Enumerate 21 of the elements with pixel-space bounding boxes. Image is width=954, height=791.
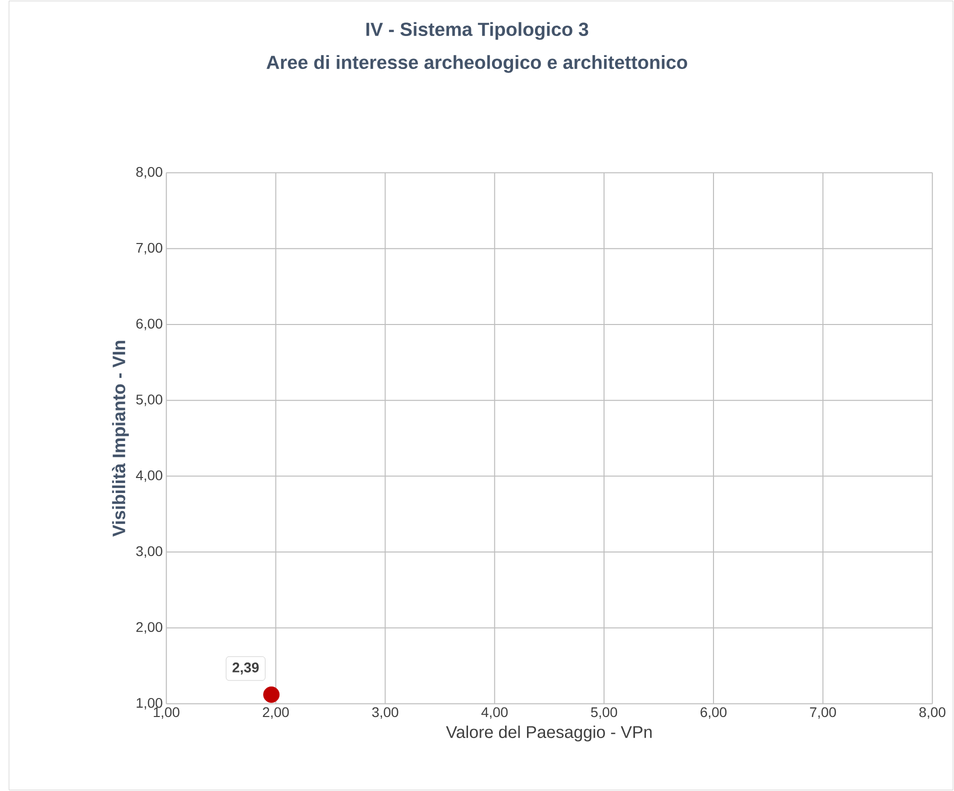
x-tick-label: 6,00 [700, 707, 727, 719]
y-tick-label: 4,00 [136, 470, 162, 482]
annotation: 2,39 [232, 662, 259, 674]
x-tick-label: 2,00 [262, 707, 289, 719]
x-tick-label: 3,00 [372, 707, 398, 719]
y-tick-label: 6,00 [136, 318, 162, 330]
y-tick-label: 2,00 [136, 622, 162, 634]
x-tick-label: 7,00 [810, 707, 836, 719]
x-axis-title: Valore del Paesaggio - VPn [446, 726, 652, 742]
chart-title: IV - Sistema Tipologico 3 [366, 22, 588, 40]
x-tick-label: 5,00 [591, 707, 618, 719]
y-tick-label: 7,00 [136, 242, 162, 254]
y-axis-title: Visibilità Impianto - VIn [112, 340, 129, 537]
x-tick-label: 1,00 [154, 707, 180, 719]
y-tick-label: 3,00 [136, 546, 162, 558]
y-tick-label: 5,00 [136, 394, 162, 406]
y-tick-label: 8,00 [136, 166, 162, 179]
x-tick-label: 4,00 [481, 707, 508, 719]
x-tick-label: 8,00 [919, 707, 946, 719]
chart-subtitle: Aree di interesse archeologico e architettonico [266, 55, 688, 73]
y-tick-label: 1,00 [136, 698, 162, 710]
